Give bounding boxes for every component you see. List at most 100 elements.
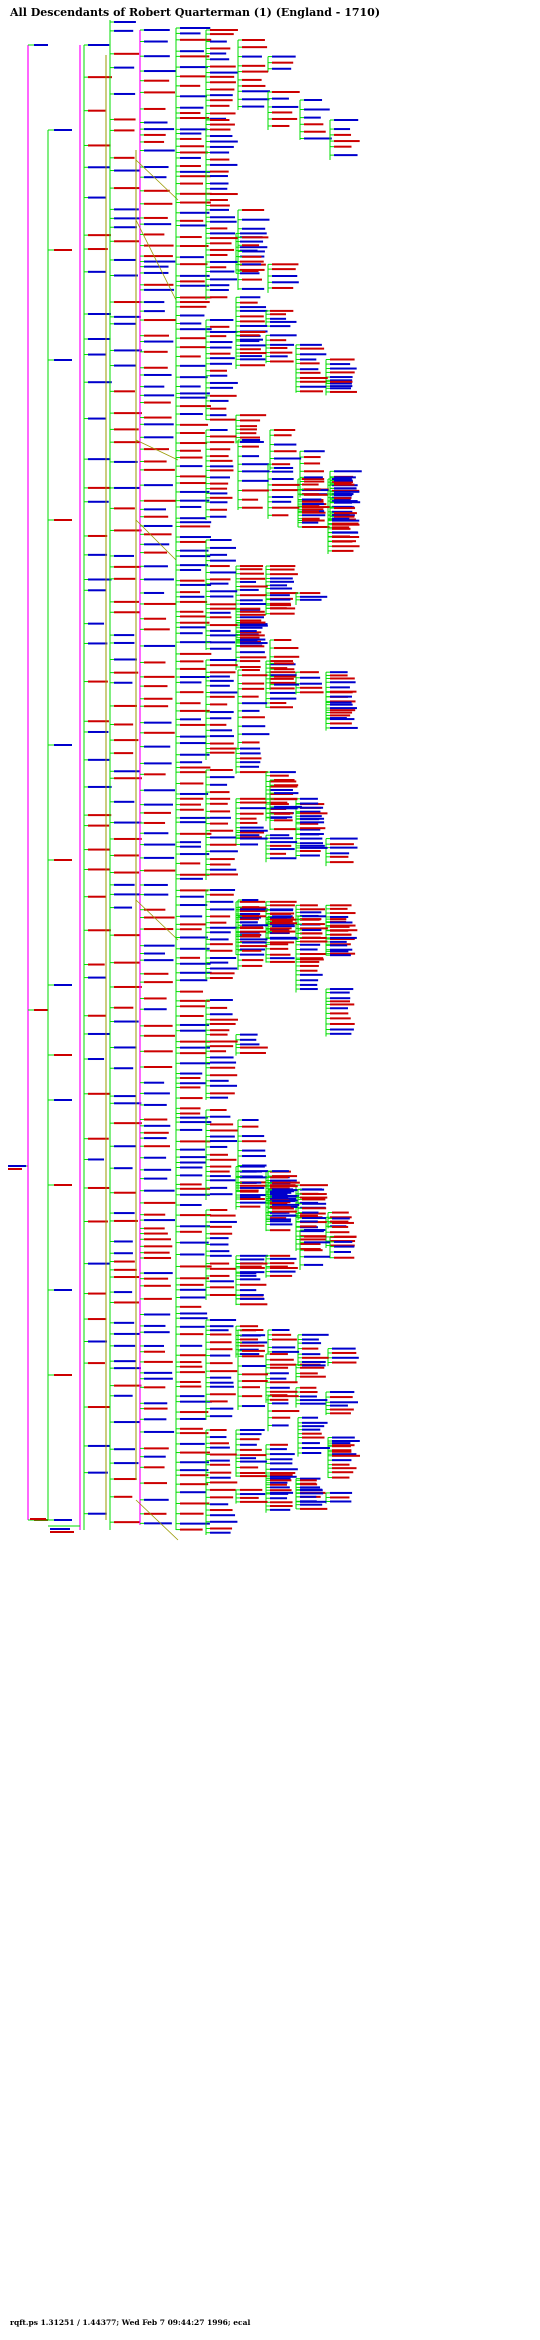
person-entry (270, 837, 294, 840)
person-entry (210, 1092, 235, 1095)
person-entry (144, 29, 170, 31)
person-entry (180, 667, 207, 670)
person-entry (302, 1452, 322, 1455)
person-entry (210, 829, 234, 832)
person-entry (144, 1168, 172, 1171)
person-entry (242, 899, 259, 901)
person-entry (180, 322, 202, 325)
person-entry (270, 1176, 289, 1179)
person-entry (330, 1500, 352, 1503)
person-entry (114, 240, 139, 243)
person-entry (240, 1271, 265, 1274)
person-entry (300, 1399, 328, 1402)
person-entry (180, 521, 212, 524)
person-entry (272, 915, 293, 918)
person-entry (240, 836, 262, 839)
person-entry (144, 166, 169, 169)
person-entry (240, 1466, 259, 1469)
person-entry (114, 187, 140, 190)
person-entry (114, 390, 135, 393)
person-entry (330, 924, 356, 927)
person-entry (242, 470, 270, 473)
person-entry (144, 260, 176, 263)
person-entry (114, 800, 135, 803)
person-entry (272, 268, 296, 271)
person-entry (210, 40, 227, 43)
person-entry (210, 1280, 234, 1283)
person-entry (210, 284, 230, 287)
person-entry (270, 1363, 297, 1366)
person-entry (330, 1216, 352, 1219)
person-entry (180, 1469, 209, 1472)
person-entry (114, 577, 136, 580)
person-entry (300, 1375, 326, 1378)
person-entry (334, 1235, 357, 1238)
person-entry (270, 1187, 290, 1190)
person-entry (210, 1056, 234, 1059)
person-entry (180, 431, 205, 434)
chart-title: All Descendants of Robert Quarterman (1)… (10, 6, 381, 19)
person-entry (300, 1492, 324, 1495)
person-entry (272, 117, 298, 120)
person-entry (242, 39, 265, 41)
person-entry (180, 862, 201, 865)
person-entry (240, 1266, 265, 1269)
person-entry (210, 949, 233, 952)
person-entry (88, 1406, 110, 1409)
person-entry (240, 1262, 268, 1265)
person-entry (210, 1262, 230, 1265)
person-entry (88, 553, 108, 556)
person-entry (144, 107, 166, 110)
person-entry (240, 921, 258, 924)
connector-line (135, 899, 179, 941)
person-entry (210, 135, 233, 138)
person-entry (300, 1507, 328, 1510)
person-entry (240, 572, 264, 575)
person-entry (144, 916, 175, 919)
person-entry (300, 908, 326, 911)
person-entry (180, 761, 203, 764)
person-entry (300, 927, 328, 930)
person-entry (210, 341, 233, 344)
person-entry (242, 1380, 268, 1383)
person-entry (270, 1184, 296, 1187)
person-entry (144, 1256, 172, 1259)
person-entry (210, 961, 229, 964)
person-entry (180, 236, 202, 239)
person-entry (270, 1358, 294, 1361)
person-entry (210, 751, 235, 754)
person-entry (270, 916, 291, 919)
person-entry (54, 1519, 72, 1521)
person-entry (274, 784, 299, 787)
person-entry (180, 376, 208, 379)
person-entry (240, 338, 264, 341)
person-entry (240, 765, 260, 768)
person-entry (300, 1386, 317, 1389)
person-entry (144, 121, 168, 124)
person-entry (302, 508, 324, 511)
person-entry (332, 540, 353, 543)
person-entry (302, 505, 320, 508)
person-entry (144, 216, 168, 219)
person-entry (240, 309, 268, 312)
person-entry (330, 852, 350, 855)
person-entry (242, 702, 268, 705)
person-entry (210, 204, 230, 207)
person-entry (302, 915, 327, 918)
person-entry (210, 448, 231, 451)
person-entry (240, 348, 261, 351)
person-entry (300, 598, 322, 601)
person-entry (180, 475, 207, 478)
person-entry (334, 497, 352, 500)
person-entry (88, 337, 111, 340)
person-entry (304, 137, 332, 140)
person-entry (242, 733, 270, 736)
person-entry (240, 1344, 265, 1347)
person-entry (210, 1341, 232, 1344)
person-entry (210, 691, 238, 694)
person-entry (270, 309, 294, 312)
person-entry (180, 564, 209, 567)
person-entry (144, 565, 168, 568)
person-entry (270, 1366, 289, 1369)
